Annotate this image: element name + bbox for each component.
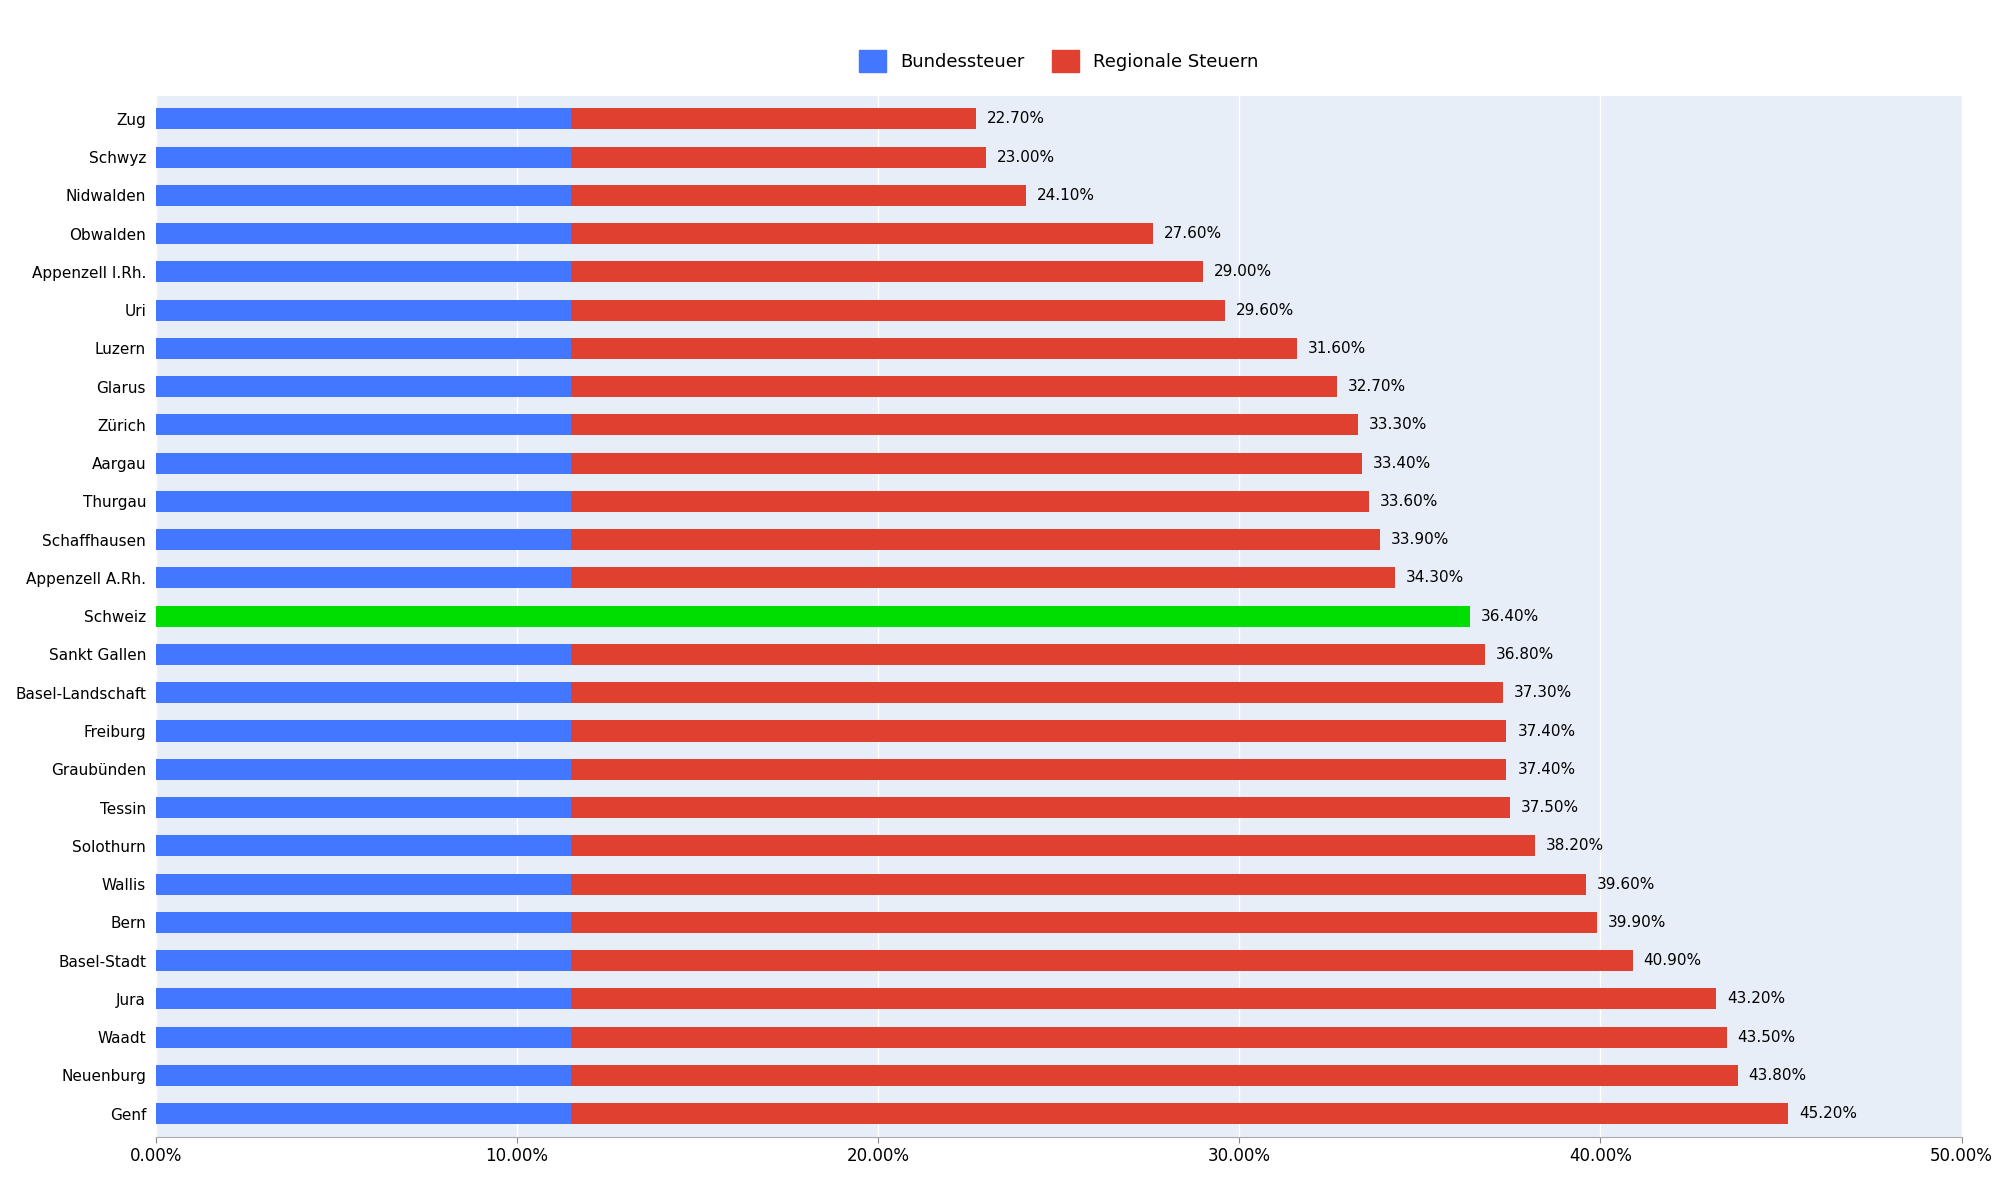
- Bar: [570, 835, 1535, 857]
- Bar: [157, 185, 570, 205]
- Bar: [157, 721, 570, 741]
- Bar: [157, 529, 570, 550]
- Bar: [570, 300, 1224, 321]
- Bar: [570, 682, 1501, 703]
- Text: 43.20%: 43.20%: [1726, 991, 1784, 1007]
- Bar: [570, 721, 1505, 741]
- Bar: [570, 989, 1716, 1009]
- Bar: [570, 529, 1379, 550]
- Text: 24.10%: 24.10%: [1036, 188, 1094, 203]
- Bar: [570, 453, 1361, 473]
- Bar: [157, 491, 570, 512]
- Bar: [157, 912, 570, 933]
- Text: 38.20%: 38.20%: [1545, 838, 1604, 853]
- Bar: [570, 950, 1632, 971]
- Bar: [570, 337, 1297, 359]
- Bar: [157, 682, 570, 703]
- Bar: [157, 605, 1469, 627]
- Text: 34.30%: 34.30%: [1405, 570, 1463, 585]
- Bar: [570, 1027, 1726, 1048]
- Text: 40.90%: 40.90%: [1644, 953, 1702, 968]
- Bar: [157, 146, 570, 168]
- Bar: [157, 453, 570, 473]
- Bar: [570, 759, 1505, 780]
- Bar: [157, 223, 570, 244]
- Text: 36.80%: 36.80%: [1495, 647, 1553, 662]
- Bar: [157, 759, 570, 780]
- Bar: [157, 337, 570, 359]
- Text: 33.60%: 33.60%: [1379, 494, 1437, 509]
- Text: 33.40%: 33.40%: [1373, 455, 1431, 471]
- Bar: [570, 185, 1026, 205]
- Bar: [570, 261, 1202, 282]
- Bar: [570, 912, 1596, 933]
- Text: 39.60%: 39.60%: [1596, 877, 1654, 892]
- Text: 37.40%: 37.40%: [1517, 723, 1575, 739]
- Text: 23.00%: 23.00%: [997, 150, 1056, 164]
- Text: 29.00%: 29.00%: [1214, 264, 1272, 280]
- Bar: [157, 989, 570, 1009]
- Bar: [157, 568, 570, 589]
- Bar: [570, 644, 1483, 666]
- Bar: [157, 644, 570, 666]
- Bar: [570, 109, 975, 130]
- Text: 43.50%: 43.50%: [1736, 1030, 1794, 1044]
- Bar: [157, 300, 570, 321]
- Text: 31.60%: 31.60%: [1307, 341, 1365, 356]
- Bar: [157, 109, 570, 130]
- Text: 37.50%: 37.50%: [1519, 800, 1578, 815]
- Bar: [157, 835, 570, 857]
- Text: 37.30%: 37.30%: [1513, 686, 1571, 700]
- Bar: [570, 1103, 1788, 1125]
- Bar: [570, 491, 1369, 512]
- Bar: [570, 873, 1586, 894]
- Bar: [157, 261, 570, 282]
- Bar: [157, 376, 570, 398]
- Text: 29.60%: 29.60%: [1234, 302, 1293, 317]
- Bar: [570, 223, 1152, 244]
- Bar: [157, 1027, 570, 1048]
- Bar: [570, 376, 1337, 398]
- Text: 37.40%: 37.40%: [1517, 762, 1575, 776]
- Text: 27.60%: 27.60%: [1162, 227, 1220, 241]
- Bar: [157, 1064, 570, 1086]
- Bar: [570, 1064, 1736, 1086]
- Bar: [570, 796, 1509, 818]
- Text: 22.70%: 22.70%: [985, 111, 1044, 126]
- Bar: [157, 1103, 570, 1125]
- Text: 45.20%: 45.20%: [1798, 1106, 1856, 1121]
- Bar: [157, 950, 570, 971]
- Bar: [570, 414, 1357, 435]
- Bar: [157, 796, 570, 818]
- Text: 33.90%: 33.90%: [1391, 532, 1449, 548]
- Bar: [157, 414, 570, 435]
- Text: 33.30%: 33.30%: [1369, 418, 1427, 432]
- Text: 43.80%: 43.80%: [1748, 1068, 1806, 1083]
- Text: 36.40%: 36.40%: [1481, 609, 1539, 624]
- Legend: Bundessteuer, Regionale Steuern: Bundessteuer, Regionale Steuern: [851, 42, 1264, 79]
- Bar: [157, 873, 570, 894]
- Text: 39.90%: 39.90%: [1608, 914, 1666, 930]
- Text: 32.70%: 32.70%: [1347, 379, 1405, 394]
- Bar: [570, 568, 1393, 589]
- Bar: [570, 146, 985, 168]
